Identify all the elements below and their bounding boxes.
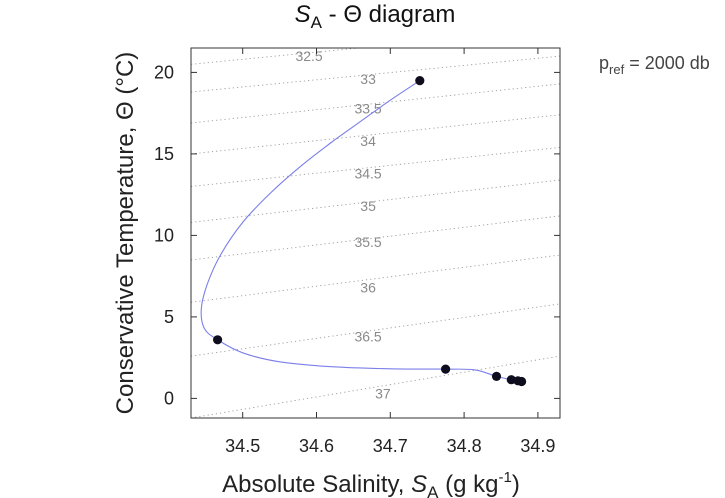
contour-label: 34.5 [354,166,381,182]
plot-frame [190,47,561,419]
chart-title: SA - Θ diagram [295,1,456,32]
data-point [491,371,502,381]
y-tick-label: 10 [154,225,174,245]
contour-label: 35 [360,198,376,214]
y-tick-label: 5 [164,307,174,327]
density-contours: 32.5 33 33.5 34 34.5 35 35.5 36 36.5 37 [190,47,561,419]
x-tick-label: 34.6 [299,436,334,456]
contour-label: 33 [360,71,376,87]
contour-line [190,55,561,93]
contour-label: 35.5 [354,234,381,250]
y-axis-title: Conservative Temperature, Θ (°C) [112,52,139,415]
y-tick-label: 0 [164,388,174,408]
contour-line [190,355,561,419]
contour-label: 36 [360,280,376,296]
contour-line [190,215,561,261]
contour-line [190,47,359,65]
x-axis-ticks: 34.5 34.6 34.7 34.8 34.9 [225,48,555,456]
contour-label: 33.5 [354,100,381,116]
data-points [213,76,527,387]
contour-label: 37 [375,386,391,402]
contour-line [190,114,561,155]
x-tick-label: 34.5 [225,436,260,456]
x-tick-label: 34.9 [520,436,555,456]
x-tick-label: 34.8 [447,436,482,456]
y-tick-label: 20 [154,62,174,82]
data-point [415,76,425,86]
x-tick-label: 34.7 [373,436,408,456]
contour-label: 32.5 [295,48,322,64]
contour-line [190,83,561,124]
contour-line [190,146,561,187]
contour-label: 34 [360,133,376,149]
contour-line [190,179,561,223]
data-point [213,335,223,345]
contour-label: 36.5 [354,329,381,345]
profile-curve [200,80,522,383]
reference-pressure-label: pref = 2000 db [599,53,710,77]
y-tick-label: 15 [154,144,174,164]
data-point [441,364,451,374]
y-axis-ticks: 0 5 10 15 20 [154,62,560,408]
x-axis-title: Absolute Salinity, SA (g kg-1) [222,469,520,498]
data-point [517,376,527,387]
